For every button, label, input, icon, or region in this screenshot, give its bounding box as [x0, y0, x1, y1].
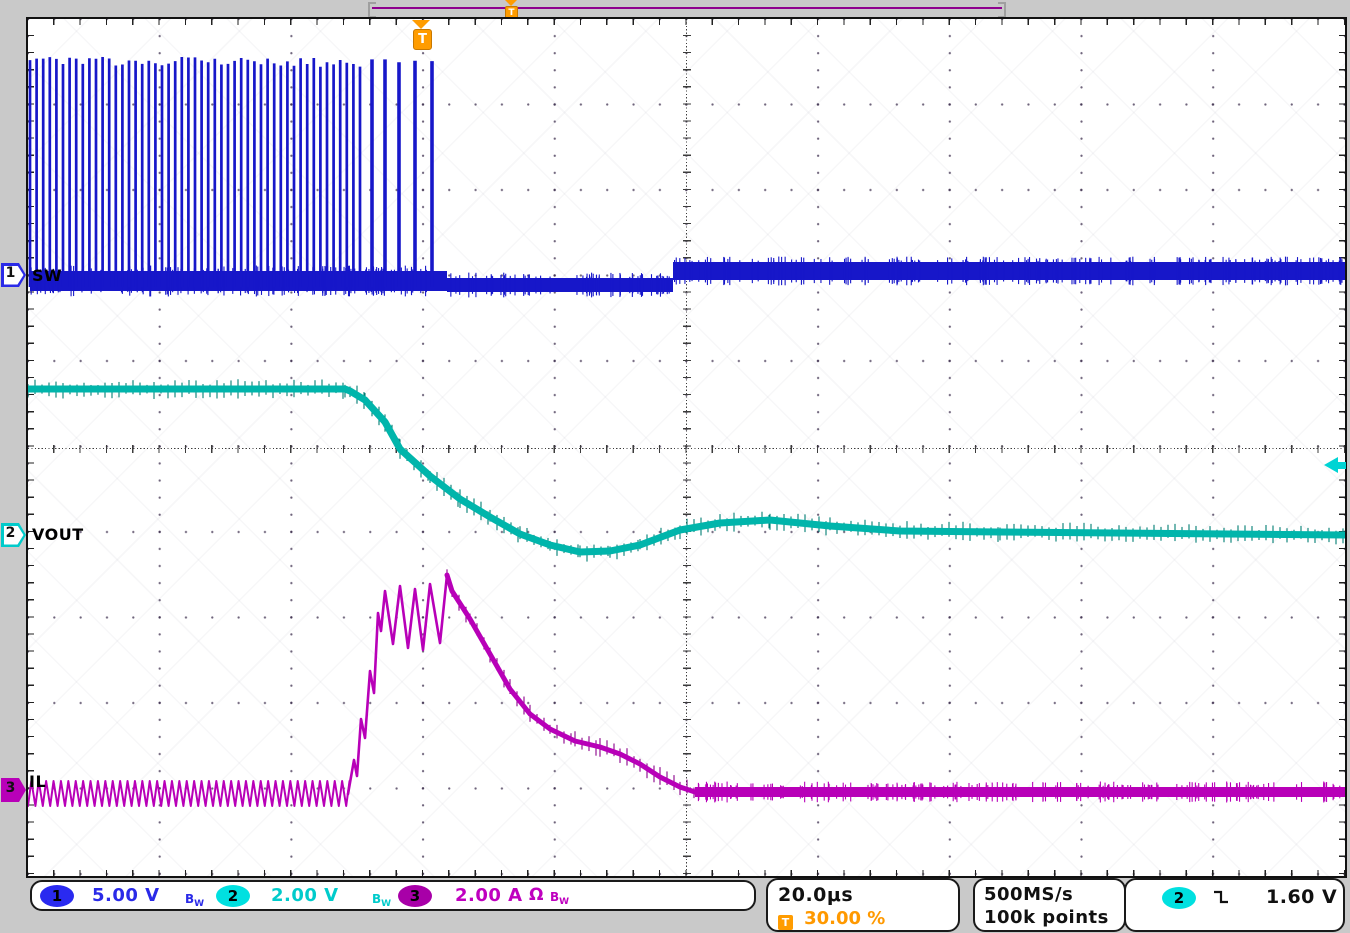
record-left-bracket-icon	[368, 2, 376, 18]
sample-rate: 500MS/s	[984, 884, 1074, 905]
triangle-down-icon	[505, 0, 517, 6]
channel-2-marker: 2	[1, 523, 26, 547]
trigger-position-marker: T	[412, 20, 432, 50]
trigger-t-icon: T	[505, 6, 518, 20]
trigger-position-percent: 30.00 %	[804, 908, 886, 929]
record-length: 100k points	[984, 907, 1109, 928]
time-per-div: 20.0μs	[778, 884, 854, 906]
bandwidth-limit-icon: BW	[185, 888, 204, 909]
record-trigger-marker: T	[505, 0, 518, 20]
triangle-down-icon	[412, 20, 430, 29]
waveform-label-sw: SW	[32, 266, 63, 285]
waveform-label-vout: VOUT	[32, 525, 84, 544]
channel-3-number: 3	[5, 780, 16, 796]
trigger-level: 1.60 V	[1266, 886, 1338, 908]
top-edge-ticks	[28, 19, 1345, 25]
channel-1-number: 1	[5, 265, 16, 281]
graticule-area: SW VOUT IL	[26, 17, 1347, 878]
arrow-left-icon	[1324, 457, 1338, 473]
bandwidth-limit-icon: BW	[372, 888, 391, 909]
right-edge-ticks	[1339, 19, 1345, 876]
channel-2-badge: 2	[216, 885, 250, 907]
waveform-label-il: IL	[29, 772, 47, 791]
left-edge-ticks	[28, 19, 34, 876]
bottom-edge-ticks	[28, 870, 1345, 876]
bw-w: W	[559, 897, 570, 907]
channel-3-marker: 3	[1, 778, 26, 802]
waveform-layer	[28, 57, 1345, 807]
bw-b: B	[550, 890, 560, 904]
trigger-readout-box: 2 1.60 V	[1124, 878, 1345, 932]
channel-3-scale: 2.00 A	[455, 885, 523, 906]
channel-1-badge: 1	[40, 885, 74, 907]
channel-1-scale: 5.00 V	[92, 885, 160, 906]
record-right-bracket-icon	[998, 2, 1006, 18]
channel-2-number: 2	[5, 525, 16, 541]
horizontal-readout-box: 20.0μs T 30.00 %	[766, 878, 960, 932]
channel-readout-box: 1 5.00 V BW 2 2.00 V BW 3 2.00 A Ω BW	[30, 880, 756, 911]
record-bar-line	[372, 7, 1002, 9]
bw-b: B	[185, 892, 195, 906]
bw-b: B	[372, 892, 382, 906]
channel-3-badge: 3	[398, 885, 432, 907]
trigger-position-row: T 30.00 %	[778, 908, 885, 930]
trigger-source-badge: 2	[1162, 887, 1196, 909]
falling-edge-icon	[1214, 890, 1228, 904]
center-horizontal-line	[28, 448, 1345, 449]
bandwidth-limit-icon: BW	[550, 886, 569, 907]
trigger-t-icon: T	[413, 29, 432, 50]
acquisition-readout-box: 500MS/s 100k points	[973, 878, 1126, 932]
trigger-level-arrow	[1324, 457, 1346, 473]
record-view-bar	[368, 2, 1006, 18]
bw-w: W	[194, 899, 205, 909]
marker-fill	[3, 525, 24, 545]
channel-1-marker: 1	[1, 263, 26, 287]
arrow-tail	[1338, 461, 1346, 469]
impedance-ohm-icon: Ω	[529, 885, 544, 905]
bw-w: W	[381, 899, 392, 909]
trigger-t-icon: T	[778, 915, 793, 930]
channel-2-scale: 2.00 V	[271, 885, 339, 906]
marker-fill	[3, 265, 24, 285]
